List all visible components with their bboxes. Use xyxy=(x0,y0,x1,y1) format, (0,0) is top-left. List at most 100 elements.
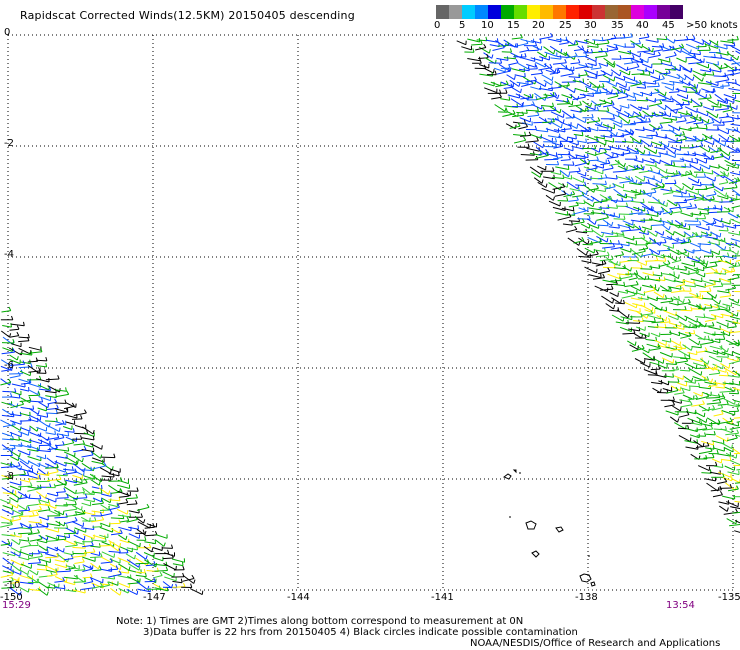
wind-barb xyxy=(680,387,691,392)
wind-barb xyxy=(536,129,548,133)
wind-barb-tick xyxy=(571,221,573,226)
wind-barb xyxy=(10,465,21,468)
wind-barb-tick xyxy=(680,48,682,53)
wind-barb xyxy=(710,150,722,153)
wind-barb-tick xyxy=(687,252,690,257)
wind-barb xyxy=(19,468,33,473)
wind-barb xyxy=(528,68,538,70)
wind-barb-tick xyxy=(118,519,121,524)
wind-barb-tick xyxy=(655,256,659,261)
wind-barb-tick xyxy=(544,82,547,87)
wind-barb xyxy=(693,440,704,448)
wind-barb-tick xyxy=(16,325,20,330)
lon-label: -138 xyxy=(575,592,598,603)
wind-barb xyxy=(19,569,29,576)
wind-barb xyxy=(712,363,723,370)
wind-barb xyxy=(632,167,643,171)
wind-barb xyxy=(717,453,731,457)
wind-barb xyxy=(730,238,740,242)
wind-barb xyxy=(684,362,697,370)
wind-barb xyxy=(19,522,30,529)
wind-barb-tick xyxy=(67,431,70,437)
wind-barb xyxy=(690,242,701,248)
wind-barb xyxy=(664,86,674,91)
wind-barb xyxy=(135,571,146,574)
wind-barb xyxy=(717,195,729,200)
wind-barb xyxy=(9,431,22,438)
wind-barb xyxy=(612,122,622,128)
wind-barb-tick xyxy=(684,232,686,237)
wind-barb-tick xyxy=(707,118,710,124)
wind-barb xyxy=(100,568,112,572)
wind-barb xyxy=(636,99,648,102)
wind-barb xyxy=(618,290,628,294)
wind-barb-tick xyxy=(90,451,94,456)
wind-barb xyxy=(11,424,21,431)
wind-barb xyxy=(100,561,113,564)
wind-barb xyxy=(18,340,30,343)
wind-barb xyxy=(683,231,693,238)
wind-barb-tick xyxy=(731,117,735,122)
wind-barb xyxy=(735,163,740,166)
wind-barb-tick xyxy=(657,287,660,292)
wind-barb-tick xyxy=(594,144,597,149)
wind-barb xyxy=(549,71,560,75)
wind-barb-tick xyxy=(736,429,740,434)
wind-barb-tick xyxy=(661,317,665,322)
wind-barb xyxy=(716,174,726,177)
wind-barb-tick xyxy=(100,489,103,494)
wind-barb-tick xyxy=(736,273,740,278)
legend-swatch xyxy=(566,5,579,19)
wind-barb-tick xyxy=(527,143,530,148)
wind-barb xyxy=(594,170,603,175)
wind-barb xyxy=(640,304,653,312)
wind-barb-tick xyxy=(517,122,521,127)
wind-barb-tick xyxy=(731,70,735,75)
wind-barb xyxy=(599,258,614,262)
wind-barb-tick xyxy=(700,343,702,348)
wind-barb xyxy=(516,111,528,114)
wind-barb-tick xyxy=(695,123,699,128)
wind-barb xyxy=(570,62,580,65)
wind-barb xyxy=(730,218,740,224)
wind-barb xyxy=(9,328,20,331)
wind-barb xyxy=(44,553,59,558)
wind-barb-tick xyxy=(604,180,607,185)
wind-barb-tick xyxy=(613,63,616,68)
wind-barb-tick xyxy=(734,434,738,439)
wind-barb-tick xyxy=(539,173,542,178)
wind-barb-tick xyxy=(612,299,615,304)
wind-barb xyxy=(667,255,677,262)
wind-barb xyxy=(573,240,585,244)
wind-barb xyxy=(614,254,624,257)
wind-barb xyxy=(572,194,584,198)
wind-barb-tick xyxy=(526,46,530,51)
wind-barb xyxy=(100,504,109,511)
legend-label: 35 xyxy=(611,20,624,31)
wind-barb-tick xyxy=(99,582,103,587)
wind-barb xyxy=(614,76,625,81)
wind-barb xyxy=(709,279,721,283)
wind-barb-tick xyxy=(167,549,170,554)
wind-barb-tick xyxy=(567,99,571,104)
wind-barb-tick xyxy=(660,123,663,128)
wind-barb-tick xyxy=(191,574,195,579)
wind-barb-tick xyxy=(710,378,713,383)
wind-barb xyxy=(599,288,614,291)
wind-barb xyxy=(703,140,714,146)
wind-barb xyxy=(144,559,157,568)
wind-barb xyxy=(628,115,642,119)
wind-barb xyxy=(642,352,654,361)
wind-barb-tick xyxy=(126,548,129,553)
wind-barb-tick xyxy=(658,277,661,282)
wind-barb xyxy=(692,56,705,63)
wind-barb-tick xyxy=(711,169,714,175)
wind-barb xyxy=(63,462,78,466)
wind-barb xyxy=(664,68,676,71)
wind-barb-tick xyxy=(623,281,626,286)
wind-barb xyxy=(646,343,659,348)
wind-barb-tick xyxy=(704,364,707,369)
wind-barb xyxy=(606,45,617,49)
wind-barb xyxy=(725,432,739,436)
wind-barb xyxy=(541,74,553,82)
